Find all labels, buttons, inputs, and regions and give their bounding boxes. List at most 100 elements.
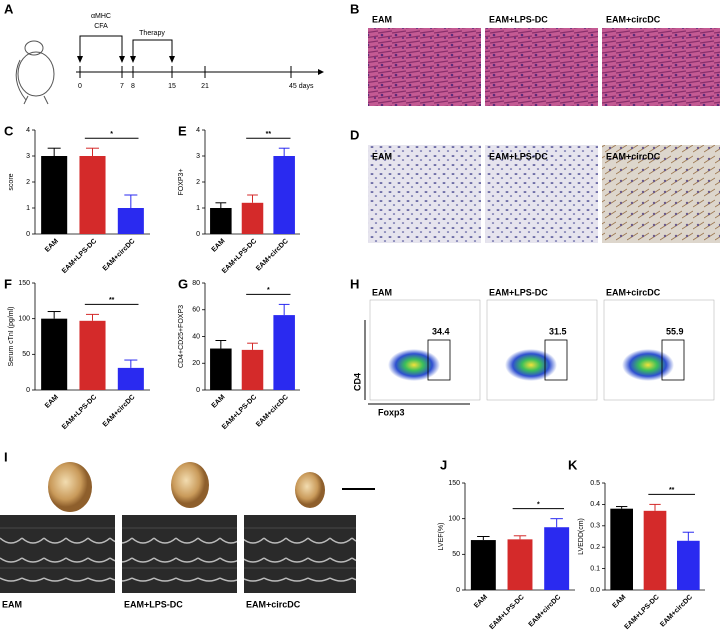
bar xyxy=(117,208,144,234)
panel-label: H xyxy=(350,276,359,291)
flow-plot-frame xyxy=(486,299,598,401)
panel-label: K xyxy=(568,457,578,472)
significance-mark: * xyxy=(537,502,540,509)
x-tick-label: EAM+LPS-DC xyxy=(488,594,525,630)
bar xyxy=(79,320,106,390)
flow-gate xyxy=(544,339,568,381)
y-tick-label: 0 xyxy=(456,587,460,594)
group-label: EAM+circDC xyxy=(606,14,661,24)
bar xyxy=(241,349,264,390)
bar xyxy=(507,539,533,590)
histology-image xyxy=(485,28,598,106)
error-bar xyxy=(682,531,694,541)
day-label: 8 xyxy=(131,83,135,90)
x-tick-label: EAM+circDC xyxy=(528,594,563,629)
histology-panel: B EAM EAM+LPS-DC EAM+circDC xyxy=(350,1,720,106)
y-tick-label: 1 xyxy=(26,205,30,212)
bar xyxy=(241,202,264,234)
panel-label: G xyxy=(178,276,188,291)
y-tick-label: 0.1 xyxy=(590,565,600,572)
day-label: 7 xyxy=(120,83,124,90)
group-label: EAM+LPS-DC xyxy=(489,287,548,297)
flow-blob xyxy=(505,349,557,381)
panel-label: A xyxy=(4,1,14,16)
y-tick-label: 3 xyxy=(26,153,30,160)
y-tick-label: 4 xyxy=(196,127,200,134)
brackets xyxy=(79,35,173,60)
day-label: 21 xyxy=(201,83,209,90)
flow-plot-frame xyxy=(603,299,715,401)
bar xyxy=(677,540,700,590)
x-tick-label: EAM+LPS-DC xyxy=(221,238,258,275)
y-tick-label: 40 xyxy=(192,333,200,340)
panel-label: B xyxy=(350,1,359,16)
y-tick-label: 100 xyxy=(448,516,460,523)
error-bar xyxy=(124,359,138,368)
group-label: EAM+circDC xyxy=(606,151,661,161)
group-label: EAM xyxy=(372,287,392,297)
group-label: EAM xyxy=(372,151,392,161)
y-tick-label: 150 xyxy=(448,480,460,487)
y-tick-label: 50 xyxy=(22,351,30,358)
bar xyxy=(544,527,570,590)
x-tick-label: EAM+circDC xyxy=(255,394,290,429)
error-bar xyxy=(85,313,100,321)
ihc-image xyxy=(368,145,481,243)
x-tick-label: EAM xyxy=(611,594,627,610)
error-bar xyxy=(616,506,628,509)
significance-mark: * xyxy=(267,287,270,294)
y-tick-label: 0 xyxy=(196,231,200,238)
day-label: 45 days xyxy=(289,83,314,90)
echo-panel: I EAM EAM+LPS-DC EAM+circDC xyxy=(0,449,375,609)
group-label: EAM+circDC xyxy=(606,287,661,297)
y-tick-label: 150 xyxy=(18,280,30,287)
y-tick-label: 0 xyxy=(196,387,200,394)
y-tick-label: 0.2 xyxy=(590,544,600,551)
x-tick-label: EAM+LPS-DC xyxy=(221,394,258,431)
bar xyxy=(117,367,144,390)
ihc-image xyxy=(485,145,598,243)
echo-image xyxy=(244,515,356,593)
x-tick-label: EAM xyxy=(211,394,227,410)
panel-label: E xyxy=(178,123,187,138)
group-label: EAM+LPS-DC xyxy=(489,151,548,161)
error-bar xyxy=(215,202,227,208)
timeline-arrow xyxy=(318,69,324,75)
bar xyxy=(273,156,295,234)
x-tick-label: EAM+circDC xyxy=(659,594,694,629)
flow-gate xyxy=(427,339,451,381)
bracket-arrows xyxy=(77,56,175,63)
error-bar xyxy=(47,311,61,319)
significance-mark: ** xyxy=(266,131,272,138)
x-tick-label: EAM xyxy=(44,238,60,254)
heart-image xyxy=(171,462,209,508)
y-axis-label: score xyxy=(8,173,15,190)
group-label: EAM+circDC xyxy=(246,599,301,609)
heart-image xyxy=(48,462,92,512)
y-axis-label: LVEDD(cm) xyxy=(578,518,585,555)
echo-image xyxy=(122,515,237,593)
y-tick-label: 0.3 xyxy=(590,523,600,530)
flow-blob xyxy=(622,349,674,381)
panel-label: J xyxy=(440,457,447,472)
y-tick-label: 0.5 xyxy=(590,480,600,487)
y-axis-label: FOXP3+ xyxy=(178,168,185,195)
x-tick-label: EAM xyxy=(44,394,60,410)
x-tick-label: EAM+LPS-DC xyxy=(623,594,660,630)
x-tick-label: EAM+circDC xyxy=(255,238,290,273)
bar xyxy=(41,318,68,390)
timeline-ticks xyxy=(79,66,292,78)
flow-plot-frame xyxy=(369,299,481,401)
x-tick-label: EAM xyxy=(211,238,227,254)
bar xyxy=(210,348,232,390)
flow-blob xyxy=(388,349,440,381)
y-tick-label: 0.0 xyxy=(590,587,600,594)
y-tick-label: 50 xyxy=(452,551,460,558)
bar xyxy=(610,508,633,590)
group-label: EAM xyxy=(372,14,392,24)
day-label: 0 xyxy=(78,83,82,90)
error-bar xyxy=(513,535,527,540)
mouse-icon xyxy=(15,40,55,105)
bar xyxy=(79,156,106,234)
